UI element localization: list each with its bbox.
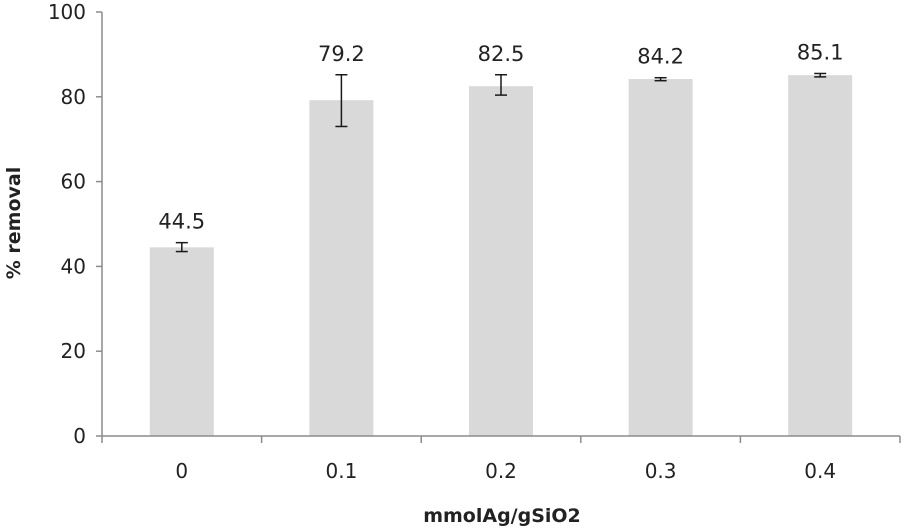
y-axis-ticks: 0 20 40 60 80 100 (48, 0, 86, 448)
data-label: 82.5 (478, 42, 525, 66)
y-tick-label: 20 (61, 339, 86, 363)
error-bar (175, 241, 188, 253)
bars (149, 75, 853, 437)
y-tick-label: 60 (61, 170, 86, 194)
error-bar (814, 72, 827, 78)
error-bars (175, 72, 827, 253)
data-label: 84.2 (637, 45, 684, 69)
error-bar (495, 74, 507, 96)
y-tick-label: 100 (48, 0, 86, 24)
axes (96, 11, 901, 443)
data-label: 44.5 (158, 210, 205, 234)
x-axis-title: mmolAg/gSiO2 (423, 505, 581, 527)
bar (149, 247, 214, 436)
y-tick-label: 40 (61, 254, 86, 278)
y-tick-label: 80 (61, 85, 86, 109)
y-tick-label: 0 (73, 424, 86, 448)
error-bar (335, 74, 348, 128)
x-tick-label: 0.3 (645, 459, 677, 483)
x-tick-label: 0.2 (485, 459, 517, 483)
y-axis-title: % removal (3, 167, 25, 279)
bar (469, 86, 533, 436)
x-tick-label: 0.1 (325, 459, 357, 483)
bar (628, 78, 693, 436)
x-axis-ticks: 0 0.1 0.2 0.3 0.4 (175, 459, 836, 483)
data-label: 85.1 (797, 40, 844, 64)
data-label: 79.2 (318, 42, 365, 66)
error-bar (654, 76, 667, 82)
x-tick-label: 0.4 (804, 459, 836, 483)
bar (788, 75, 853, 437)
bar (309, 100, 374, 436)
x-tick-label: 0 (175, 459, 188, 483)
data-labels: 44.5 79.2 82.5 84.2 85.1 (158, 40, 843, 233)
